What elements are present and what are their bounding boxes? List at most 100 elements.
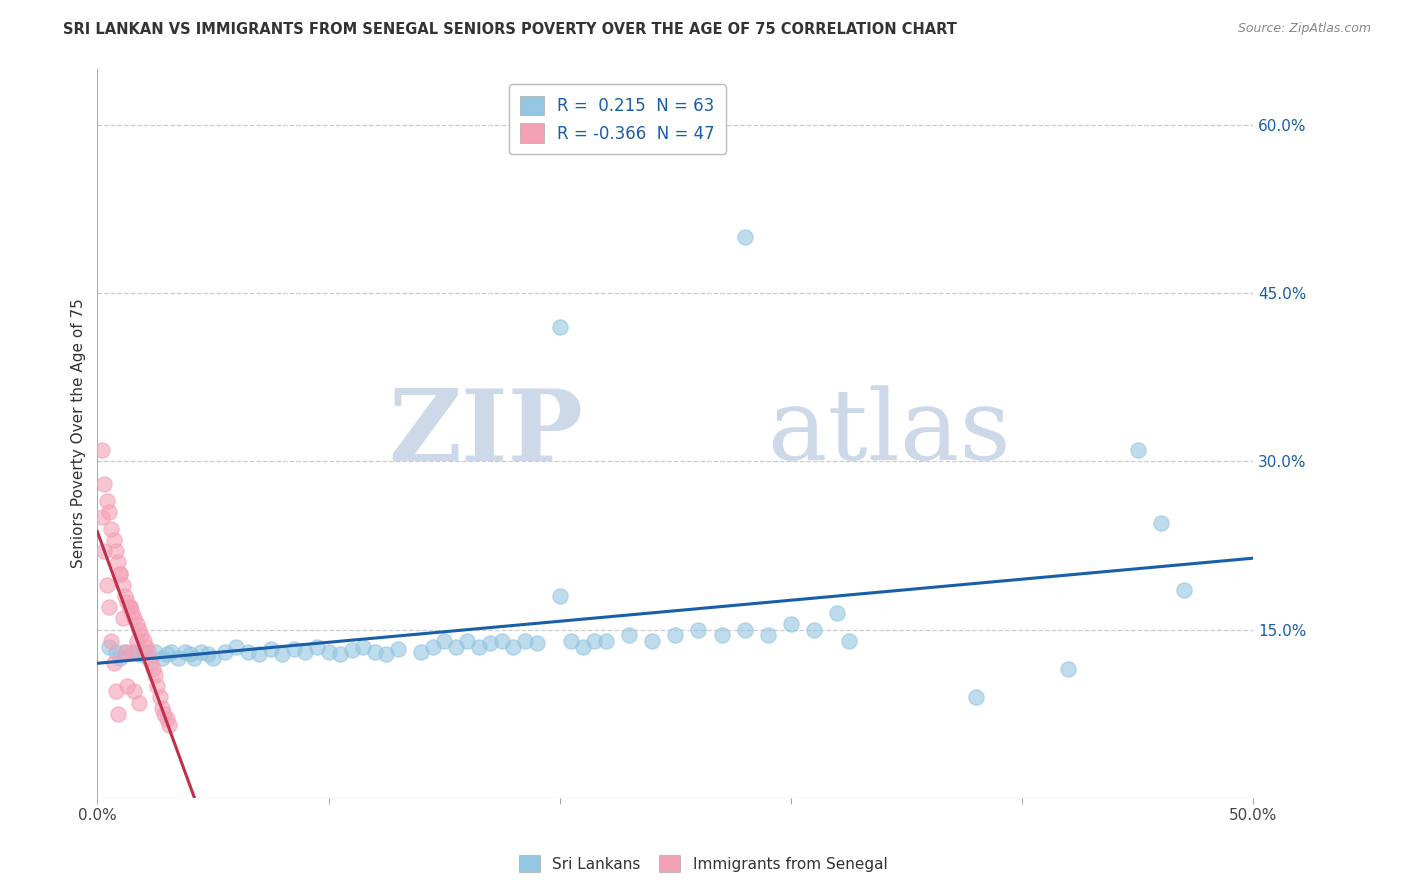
Point (502, 640, 524, 654)
Point (132, 634, 155, 648)
Point (548, 319, 571, 334)
Point (1173, 583, 1195, 598)
Point (114, 645, 136, 659)
Point (143, 667, 166, 681)
Point (305, 640, 328, 654)
Point (117, 679, 139, 693)
Point (97, 600, 120, 615)
Point (114, 589, 136, 603)
Point (479, 636, 502, 650)
Text: SRI LANKAN VS IMMIGRANTS FROM SENEGAL SENIORS POVERTY OVER THE AGE OF 75 CORRELA: SRI LANKAN VS IMMIGRANTS FROM SENEGAL SE… (63, 22, 957, 37)
Point (142, 662, 165, 676)
Point (143, 645, 166, 659)
Point (104, 645, 127, 659)
Point (260, 641, 283, 656)
Text: ZIP: ZIP (388, 384, 583, 482)
Point (444, 640, 467, 654)
Point (93, 476, 115, 491)
Point (433, 634, 456, 648)
Point (125, 634, 148, 648)
Point (375, 648, 398, 662)
Point (491, 634, 513, 648)
Point (121, 645, 143, 659)
Point (136, 650, 159, 665)
Point (114, 645, 136, 659)
Point (965, 690, 987, 704)
Point (157, 718, 180, 732)
Point (111, 611, 134, 625)
Point (124, 611, 146, 625)
Point (93, 544, 115, 558)
Point (124, 684, 146, 698)
Point (156, 648, 179, 662)
Point (1057, 662, 1080, 676)
Point (1126, 443, 1149, 458)
Point (135, 640, 157, 654)
Point (838, 634, 860, 648)
Point (710, 628, 733, 642)
Point (468, 640, 491, 654)
Point (352, 640, 374, 654)
Point (236, 645, 259, 659)
Y-axis label: Seniors Poverty Over the Age of 75: Seniors Poverty Over the Age of 75 (72, 299, 86, 568)
Point (595, 634, 617, 648)
Point (456, 634, 478, 648)
Point (160, 645, 183, 659)
Point (283, 641, 305, 656)
Point (1150, 516, 1173, 530)
Point (364, 645, 387, 659)
Point (756, 628, 779, 642)
Point (329, 648, 352, 662)
Point (583, 634, 606, 648)
Point (803, 623, 825, 637)
Point (548, 589, 571, 603)
Point (96, 493, 118, 508)
Text: atlas: atlas (768, 385, 1011, 481)
Point (100, 522, 122, 536)
Point (734, 230, 756, 244)
Point (118, 600, 141, 615)
Point (125, 617, 148, 632)
Point (174, 645, 197, 659)
Point (128, 696, 150, 710)
Point (107, 555, 129, 569)
Point (387, 641, 409, 656)
Point (617, 628, 640, 642)
Point (121, 645, 143, 659)
Point (121, 606, 143, 620)
Point (572, 640, 595, 654)
Point (190, 645, 212, 659)
Point (110, 566, 132, 581)
Point (103, 657, 125, 671)
Point (103, 533, 125, 547)
Point (688, 623, 710, 637)
Point (132, 645, 155, 659)
Point (118, 600, 141, 615)
Point (513, 634, 536, 648)
Point (104, 544, 127, 558)
Point (97, 640, 120, 654)
Point (156, 713, 179, 727)
Point (128, 648, 150, 662)
Point (136, 645, 159, 659)
Text: Source: ZipAtlas.com: Source: ZipAtlas.com (1237, 22, 1371, 36)
Point (149, 690, 172, 704)
Point (100, 634, 122, 648)
Legend: Sri Lankans, Immigrants from Senegal: Sri Lankans, Immigrants from Senegal (510, 847, 896, 880)
Point (110, 566, 132, 581)
Point (96, 578, 118, 592)
Point (560, 634, 582, 648)
Point (641, 634, 664, 648)
Point (110, 650, 132, 665)
Point (104, 684, 127, 698)
Point (129, 628, 152, 642)
Point (117, 594, 139, 608)
Point (97, 505, 120, 519)
Point (318, 645, 340, 659)
Point (214, 645, 236, 659)
Point (734, 623, 756, 637)
Point (197, 648, 219, 662)
Point (340, 643, 363, 657)
Point (664, 628, 686, 642)
Point (91, 510, 114, 524)
